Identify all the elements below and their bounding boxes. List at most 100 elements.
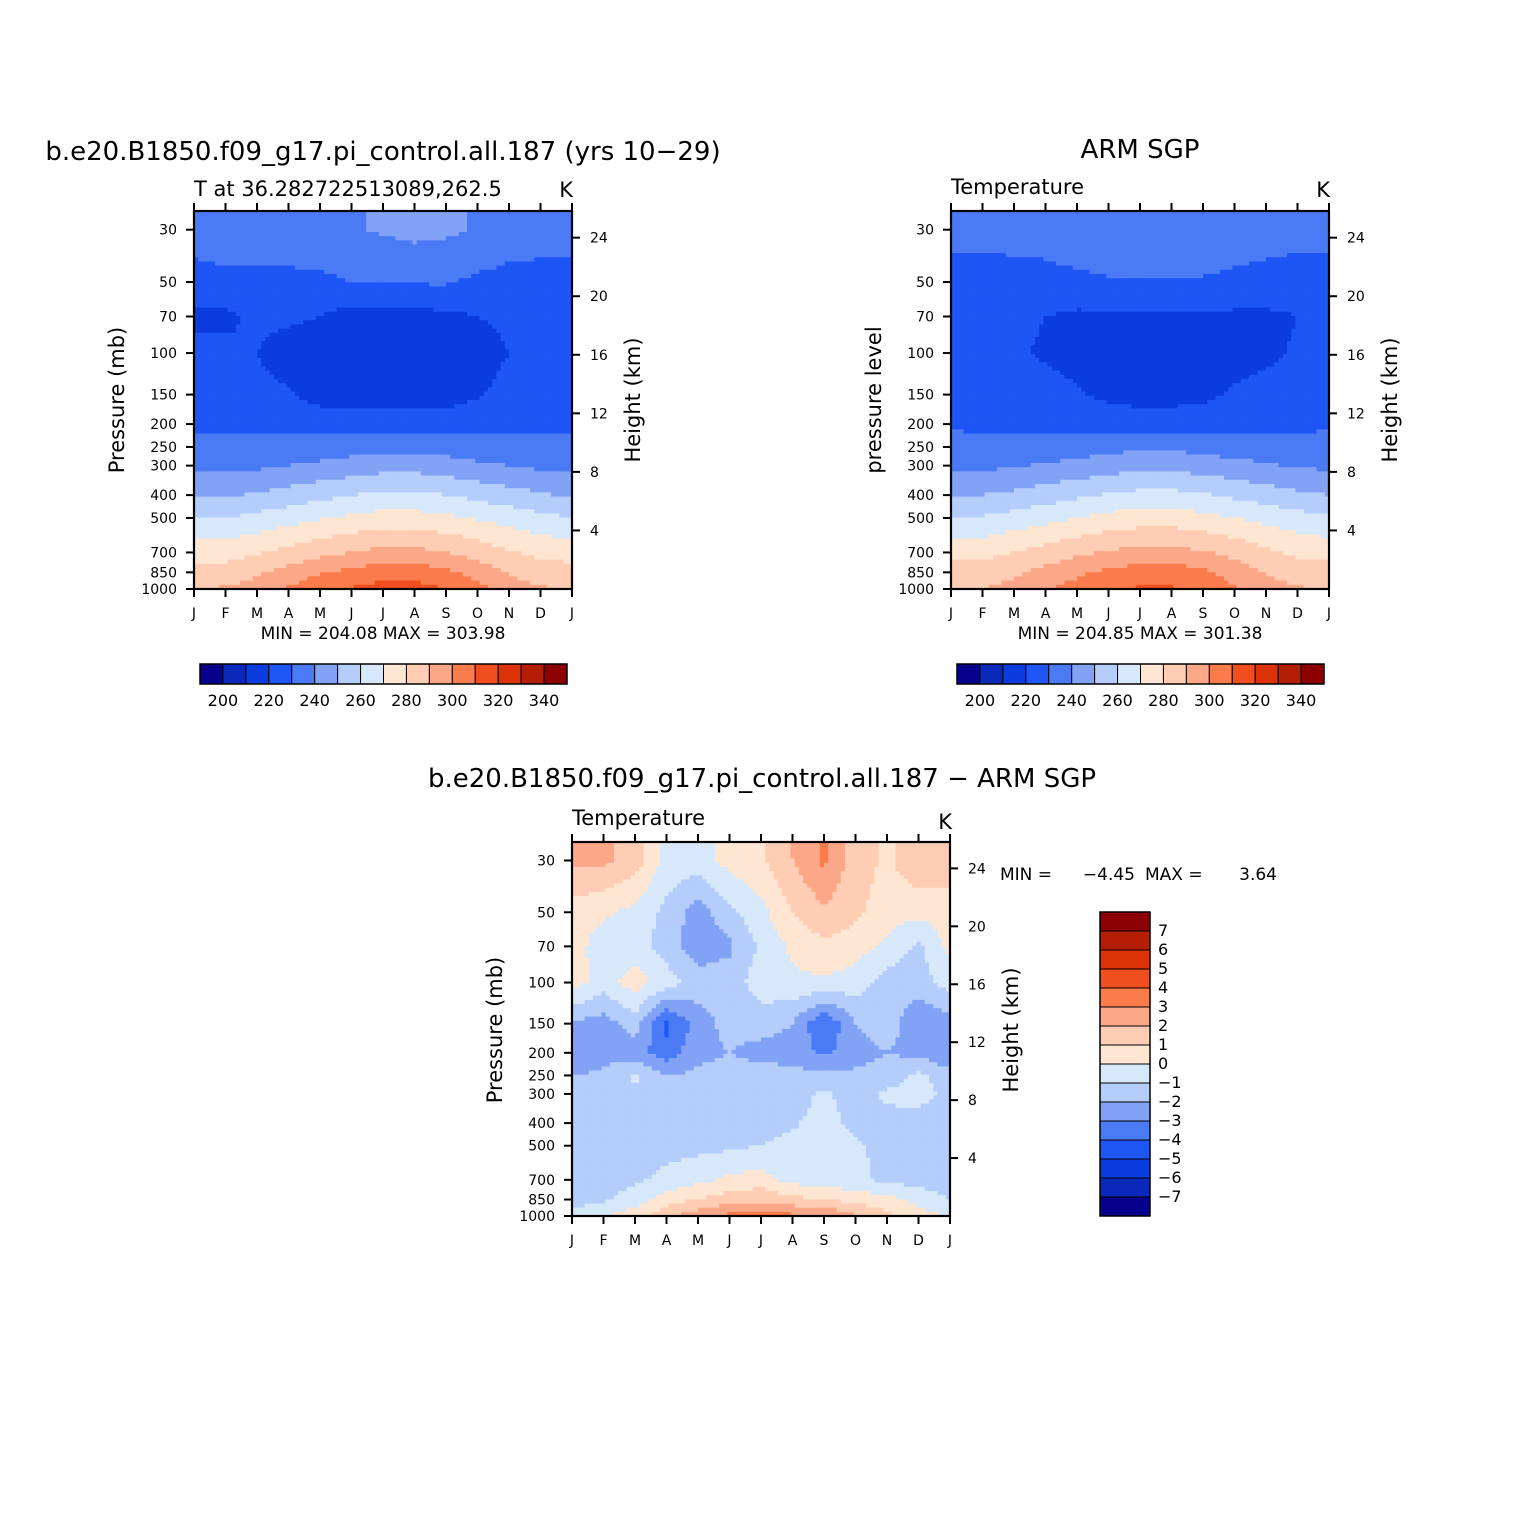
contour-cell bbox=[459, 438, 464, 443]
contour-cell bbox=[396, 425, 401, 430]
contour-cell bbox=[236, 257, 241, 262]
contour-cell bbox=[202, 379, 207, 384]
contour-cell bbox=[244, 257, 249, 262]
contour-cell bbox=[253, 442, 258, 447]
contour-cell bbox=[223, 312, 228, 317]
contour-cell bbox=[463, 396, 468, 401]
contour-cell bbox=[312, 261, 317, 266]
contour-cell bbox=[324, 236, 329, 241]
contour-cell bbox=[547, 270, 552, 275]
contour-cell bbox=[316, 408, 321, 413]
contour-cell bbox=[387, 308, 392, 313]
contour-cell bbox=[253, 312, 258, 317]
contour-cell bbox=[249, 375, 254, 380]
contour-cell bbox=[366, 333, 371, 338]
contour-cell bbox=[534, 278, 539, 283]
contour-cell bbox=[198, 308, 203, 313]
contour-cell bbox=[341, 417, 346, 422]
contour-cell bbox=[202, 434, 207, 439]
contour-cell bbox=[202, 312, 207, 317]
contour-cell bbox=[442, 249, 447, 254]
contour-cell bbox=[236, 240, 241, 245]
contour-cell bbox=[333, 224, 338, 229]
contour-cell bbox=[312, 429, 317, 434]
contour-cell bbox=[383, 362, 388, 367]
contour-cell bbox=[391, 408, 396, 413]
contour-cell bbox=[349, 442, 354, 447]
contour-cell bbox=[408, 421, 413, 426]
contour-cell bbox=[517, 295, 522, 300]
contour-cell bbox=[295, 274, 300, 279]
contour-cell bbox=[228, 408, 233, 413]
contour-cell bbox=[274, 278, 279, 283]
contour-cell bbox=[265, 240, 270, 245]
contour-cell bbox=[366, 417, 371, 422]
contour-cell bbox=[270, 345, 275, 350]
contour-cell bbox=[320, 324, 325, 329]
contour-cell bbox=[387, 438, 392, 443]
contour-cell bbox=[379, 278, 384, 283]
contour-cell bbox=[429, 417, 434, 422]
contour-cell bbox=[265, 329, 270, 334]
contour-cell bbox=[207, 379, 212, 384]
contour-cell bbox=[404, 303, 409, 308]
contour-cell bbox=[530, 350, 535, 355]
contour-cell bbox=[425, 291, 430, 296]
contour-cell bbox=[207, 303, 212, 308]
contour-cell bbox=[538, 408, 543, 413]
contour-cell bbox=[450, 434, 455, 439]
contour-cell bbox=[207, 320, 212, 325]
contour-cell bbox=[244, 400, 249, 405]
contour-cell bbox=[467, 232, 472, 237]
contour-cell bbox=[450, 320, 455, 325]
contour-cell bbox=[530, 366, 535, 371]
contour-cell bbox=[370, 417, 375, 422]
contour-cell bbox=[341, 438, 346, 443]
contour-cell bbox=[475, 316, 480, 321]
contour-cell bbox=[417, 379, 422, 384]
contour-cell bbox=[438, 387, 443, 392]
contour-cell bbox=[295, 354, 300, 359]
contour-cell bbox=[249, 228, 254, 233]
contour-cell bbox=[316, 392, 321, 397]
contour-cell bbox=[282, 261, 287, 266]
contour-cell bbox=[538, 434, 543, 439]
contour-cell bbox=[370, 240, 375, 245]
contour-cell bbox=[291, 312, 296, 317]
contour-cell bbox=[299, 329, 304, 334]
contour-cell bbox=[421, 375, 426, 380]
contour-cell bbox=[454, 261, 459, 266]
contour-cell bbox=[450, 392, 455, 397]
contour-cell bbox=[463, 379, 468, 384]
contour-cell bbox=[358, 438, 363, 443]
contour-cell bbox=[433, 425, 438, 430]
contour-cell bbox=[564, 257, 569, 262]
contour-cell bbox=[228, 350, 233, 355]
contour-cell bbox=[265, 228, 270, 233]
contour-cell bbox=[295, 236, 300, 241]
contour-cell bbox=[265, 236, 270, 241]
contour-cell bbox=[547, 417, 552, 422]
contour-cell bbox=[316, 282, 321, 287]
contour-cell bbox=[509, 303, 514, 308]
contour-cell bbox=[265, 299, 270, 304]
contour-cell bbox=[543, 266, 548, 271]
contour-cell bbox=[375, 421, 380, 426]
contour-cell bbox=[354, 215, 359, 220]
contour-cell bbox=[236, 324, 241, 329]
contour-cell bbox=[391, 303, 396, 308]
contour-cell bbox=[454, 282, 459, 287]
contour-cell bbox=[236, 387, 241, 392]
contour-cell bbox=[517, 299, 522, 304]
contour-cell bbox=[278, 429, 283, 434]
contour-cell bbox=[270, 350, 275, 355]
contour-cell bbox=[408, 215, 413, 220]
contour-cell bbox=[375, 329, 380, 334]
contour-cell bbox=[341, 324, 346, 329]
contour-cell bbox=[404, 287, 409, 292]
contour-cell bbox=[530, 333, 535, 338]
contour-cell bbox=[383, 333, 388, 338]
contour-cell bbox=[517, 320, 522, 325]
contour-cell bbox=[257, 333, 262, 338]
contour-cell bbox=[324, 434, 329, 439]
